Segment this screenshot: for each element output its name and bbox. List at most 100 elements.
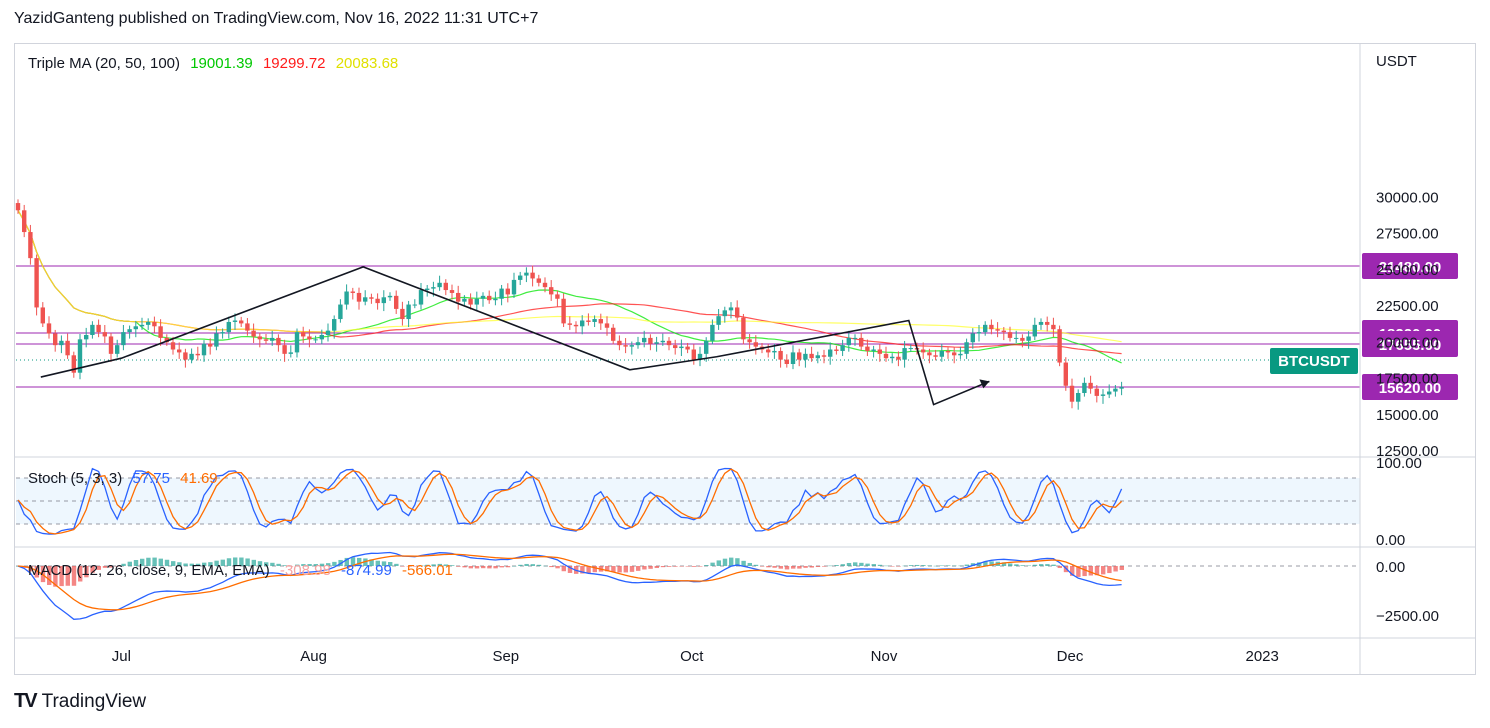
macd-histogram-bar [865,563,870,566]
macd-histogram-bar [964,564,969,566]
candle-body [127,329,132,333]
macd-histogram-bar [605,566,610,572]
macd-histogram-bar [617,566,622,573]
macd-histogram-bar [815,566,821,567]
macd-histogram-bar [1014,564,1019,566]
candle-body [772,350,777,353]
macd-histogram-bar [456,566,461,567]
candle-body [784,359,789,364]
macd-histogram-bar [127,561,132,566]
candle-body [319,335,324,340]
macd-histogram-bar [1107,566,1112,574]
macd-histogram-bar [406,566,411,567]
macd-histogram-bar [915,564,920,566]
candle-body [1026,336,1031,341]
macd-histogram-bar [524,563,529,566]
macd-histogram-bar [65,566,70,586]
candle-body [394,295,399,309]
macd-histogram-bar [803,566,808,568]
candle-body [1069,385,1075,402]
candle-body [518,275,523,280]
macd-histogram-bar [1020,565,1025,566]
candle-body [952,352,957,356]
candle-body [741,317,746,340]
candle-body [642,337,647,343]
tradingview-logo-icon: TV [14,690,38,712]
macd-histogram-bar [431,564,436,566]
candle-body [586,320,591,322]
macd-histogram-bar [233,557,238,566]
candle-body [40,307,45,324]
candle-body [406,304,411,320]
macd-histogram-bar [543,565,548,567]
macd-histogram-bar [171,561,176,566]
macd-histogram-bar [220,559,225,566]
candle-body [170,342,176,350]
macd-histogram-bar [716,560,721,566]
macd-histogram-bar [518,564,523,566]
macd-histogram-bar [251,559,256,566]
candle-body [146,321,151,325]
candle-body [1038,321,1044,325]
macd-histogram-bar [295,564,300,566]
macd-histogram-bar [1051,564,1056,566]
candle-body [902,348,907,360]
macd-histogram-bar [443,564,449,566]
candle-body [59,340,64,346]
candle-body [381,297,386,304]
macd-histogram-bar [140,558,145,566]
stoch-k-value: 57.75 [132,470,170,487]
candle-body [195,353,200,356]
publish-header: YazidGanteng published on TradingView.co… [14,10,539,27]
stoch-legend: Stoch (5, 3, 3) 57.75 41.69 [28,470,224,487]
macd-histogram-bar [53,566,58,587]
macd-histogram-bar [71,566,77,586]
candle-body [766,349,771,353]
candle-body [660,340,665,343]
macd-histogram-bar [685,566,690,567]
macd-histogram-bar [47,566,52,585]
macd-histogram-bar [499,566,504,568]
macd-histogram-bar [177,562,182,566]
macd-histogram-bar [673,566,678,567]
candle-body [834,349,839,351]
candle-body [983,324,988,333]
candle-body [1082,382,1087,393]
candle-body [629,345,634,347]
macd-histogram-bar [301,564,306,566]
candles [15,199,1124,410]
macd-histogram-bar [623,566,628,573]
macd-histogram-bar [1045,564,1050,566]
candle-body [871,349,876,351]
candle-body [995,329,1000,331]
candle-body [1119,387,1124,389]
stoch-d-value: 41.69 [180,470,218,487]
candle-body [549,287,554,295]
candle-body [1014,337,1019,339]
stoch-d-line [17,468,1123,535]
candle-body [697,353,703,360]
candle-body [332,319,337,331]
candle-body [976,332,982,334]
macd-histogram-bar [96,566,101,570]
macd-histogram-bar [642,566,647,570]
macd-histogram-bar [257,561,263,566]
macd-histogram-bar [834,565,839,566]
candle-body [232,320,238,322]
candle-body [691,349,696,360]
candle-body [164,337,169,343]
trendline [40,265,990,406]
candle-body [933,355,938,357]
candle-body [400,308,405,320]
candle-body [1057,329,1062,363]
candle-body [561,298,566,324]
macd-histogram-bar [369,559,374,566]
time-tick-label: Jul [112,648,131,665]
price-tick-label: 12500.00 [1376,443,1439,460]
macd-histogram-bar [357,557,362,566]
macd-histogram-bar [481,566,486,569]
macd-histogram-bar [388,562,393,566]
candle-body [84,335,89,340]
candle-body [635,342,641,346]
